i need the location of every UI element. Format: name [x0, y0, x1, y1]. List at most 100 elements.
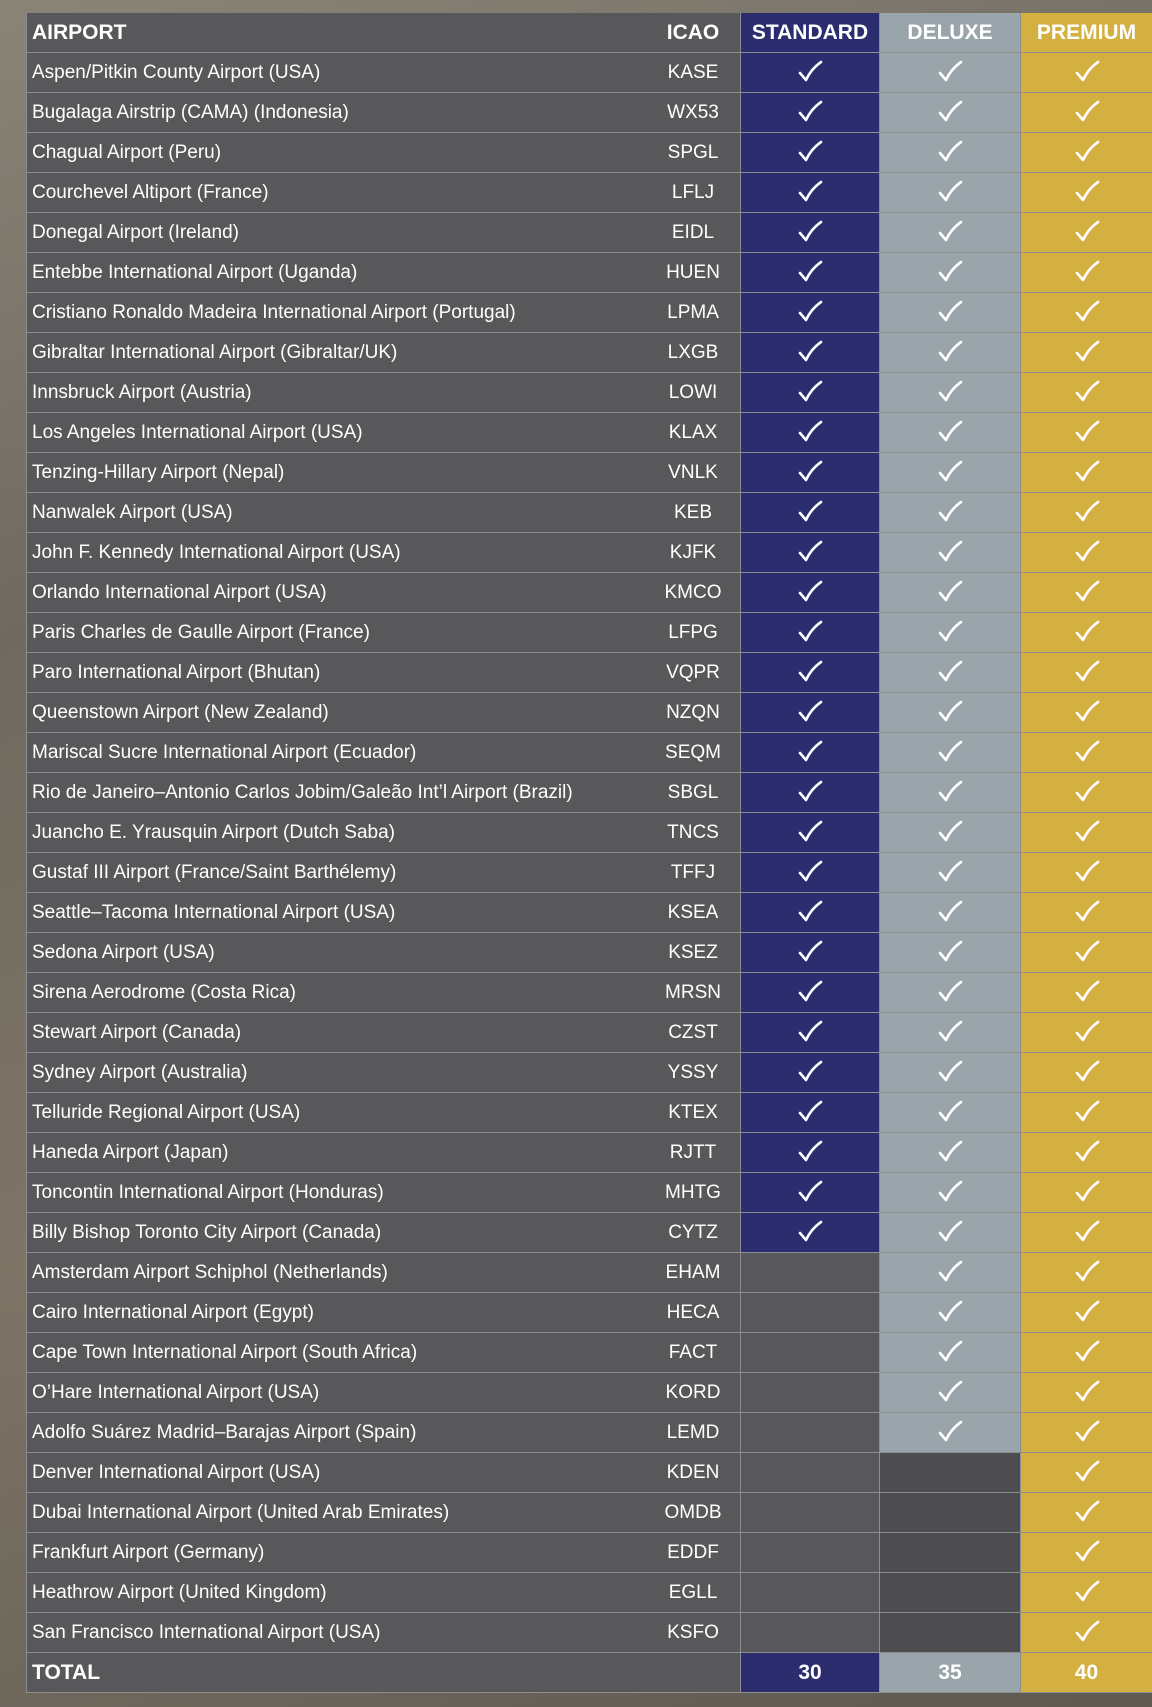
check-mark	[1075, 980, 1099, 1002]
header-cell: DELUXE	[880, 13, 1021, 53]
check-mark	[938, 1180, 963, 1202]
airport-row: Paro International Airport (Bhutan) VQPR	[26, 653, 1152, 693]
icao-code: EGLL	[646, 1573, 741, 1613]
check-mark	[938, 1300, 963, 1322]
check-mark	[938, 1340, 963, 1362]
tier-cell	[741, 413, 880, 453]
check-stroke	[938, 980, 963, 1002]
airport-row: Amsterdam Airport Schiphol (Netherlands)…	[26, 1253, 1152, 1293]
check-mark	[798, 220, 823, 242]
check-mark	[798, 660, 823, 682]
airport-name: Queenstown Airport (New Zealand)	[26, 693, 647, 733]
icao-code: TNCS	[646, 813, 741, 853]
tier-cell	[1021, 1453, 1152, 1493]
check-stroke	[798, 100, 823, 122]
check-mark	[1075, 220, 1099, 242]
check-mark	[1075, 100, 1099, 122]
airport-name: Haneda Airport (Japan)	[26, 1133, 647, 1173]
check-stroke	[938, 300, 963, 322]
check-stroke	[938, 860, 963, 882]
airport-name: Sedona Airport (USA)	[26, 933, 647, 973]
tier-cell	[1021, 1333, 1152, 1373]
check-stroke	[1075, 1100, 1099, 1122]
tier-cell	[1021, 773, 1152, 813]
icao-code: LFPG	[646, 613, 741, 653]
check-mark	[1075, 780, 1099, 802]
icao-code: TFFJ	[646, 853, 741, 893]
check-mark	[1075, 260, 1099, 282]
tier-cell	[880, 1333, 1021, 1373]
icao-code: KLAX	[646, 413, 741, 453]
tier-cell	[1021, 973, 1152, 1013]
check-stroke	[798, 660, 823, 682]
check-mark	[1075, 420, 1099, 442]
airport-row: Heathrow Airport (United Kingdom) EGLL	[26, 1573, 1152, 1613]
check-mark	[798, 140, 823, 162]
check-stroke	[938, 1060, 963, 1082]
tier-cell	[1021, 1133, 1152, 1173]
tier-cell	[741, 853, 880, 893]
check-mark	[798, 100, 823, 122]
check-mark	[938, 620, 963, 642]
check-mark	[1075, 460, 1099, 482]
tier-cell	[1021, 1253, 1152, 1293]
tier-cell	[1021, 293, 1152, 333]
tier-cell	[741, 1293, 880, 1333]
check-mark	[938, 140, 963, 162]
check-stroke	[938, 540, 963, 562]
check-stroke	[938, 460, 963, 482]
tier-cell	[741, 973, 880, 1013]
tier-cell	[1021, 653, 1152, 693]
airport-row: Gustaf III Airport (France/Saint Barthél…	[26, 853, 1152, 893]
check-stroke	[1075, 780, 1099, 802]
airport-name: Los Angeles International Airport (USA)	[26, 413, 647, 453]
check-mark	[1075, 1420, 1099, 1442]
check-stroke	[938, 1300, 963, 1322]
airport-row: Nanwalek Airport (USA) KEB	[26, 493, 1152, 533]
check-stroke	[798, 340, 823, 362]
tier-cell	[1021, 413, 1152, 453]
check-stroke	[938, 1100, 963, 1122]
tier-cell	[880, 853, 1021, 893]
airport-row: Entebbe International Airport (Uganda) HU…	[26, 253, 1152, 293]
check-mark	[1075, 500, 1099, 522]
check-stroke	[798, 220, 823, 242]
tier-cell	[741, 133, 880, 173]
airport-name: Heathrow Airport (United Kingdom)	[26, 1573, 647, 1613]
tier-cell	[1021, 53, 1152, 93]
check-mark	[938, 500, 963, 522]
check-mark	[1075, 1340, 1099, 1362]
check-stroke	[938, 180, 963, 202]
tier-cell	[1021, 613, 1152, 653]
check-mark	[798, 260, 823, 282]
check-stroke	[1075, 340, 1099, 362]
tier-cell	[741, 1213, 880, 1253]
check-mark	[1075, 1020, 1099, 1042]
check-mark	[798, 900, 823, 922]
airport-name: Sirena Aerodrome (Costa Rica)	[26, 973, 647, 1013]
check-mark	[938, 1020, 963, 1042]
check-stroke	[798, 700, 823, 722]
tier-cell	[880, 613, 1021, 653]
check-stroke	[1075, 1020, 1099, 1042]
check-stroke	[1075, 260, 1099, 282]
tier-cell	[741, 1613, 880, 1653]
check-mark	[938, 1100, 963, 1122]
check-mark	[938, 1220, 963, 1242]
check-stroke	[938, 900, 963, 922]
airport-name: Entebbe International Airport (Uganda)	[26, 253, 647, 293]
total-row: TOTAL 30 35 40	[26, 1653, 1152, 1693]
icao-code: SBGL	[646, 773, 741, 813]
check-mark	[938, 540, 963, 562]
check-mark	[1075, 940, 1099, 962]
check-stroke	[1075, 180, 1099, 202]
tier-cell	[880, 1253, 1021, 1293]
check-stroke	[1075, 1180, 1099, 1202]
check-stroke	[1075, 100, 1099, 122]
tier-cell	[741, 933, 880, 973]
tier-cell	[880, 1013, 1021, 1053]
check-stroke	[1075, 860, 1099, 882]
check-mark	[938, 900, 963, 922]
check-mark	[1075, 1460, 1099, 1482]
check-mark	[1075, 900, 1099, 922]
